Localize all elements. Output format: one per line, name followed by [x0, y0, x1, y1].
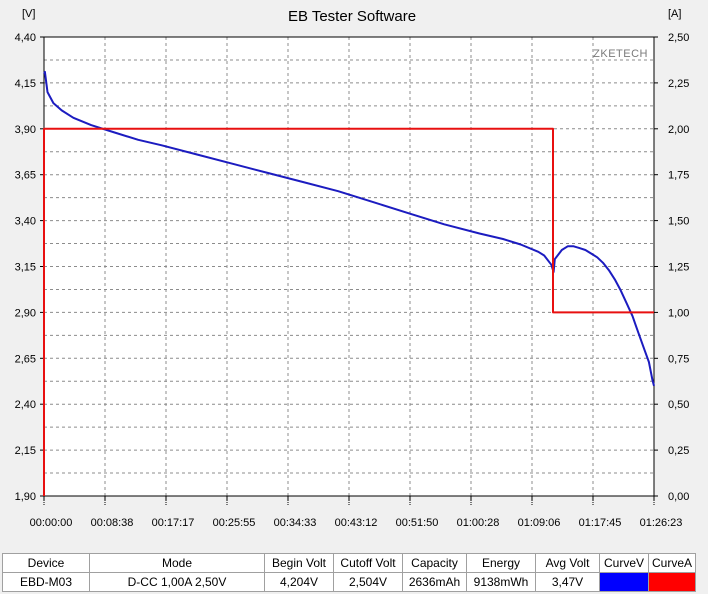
- left-axis-tick-label: 3,15: [15, 262, 36, 274]
- x-axis-tick-label: 00:34:33: [274, 517, 317, 529]
- cell-device: EBD-M03: [2, 572, 90, 592]
- x-axis-tick-label: 00:00:00: [30, 517, 73, 529]
- voltage-series-line: [43, 70, 655, 387]
- left-axis-tick-label: 2,90: [15, 307, 36, 319]
- x-axis-tick-label: 00:08:38: [91, 517, 134, 529]
- header-device: Device: [2, 553, 90, 573]
- chart-title: EB Tester Software: [288, 8, 416, 25]
- cell-avg-volt: 3,47V: [535, 572, 600, 592]
- cell-mode: D-CC 1,00A 2,50V: [89, 572, 265, 592]
- right-axis-tick-label: 1,50: [668, 216, 689, 228]
- right-axis-tick-label: 1,75: [668, 170, 689, 182]
- summary-data-row[interactable]: EBD-M03 D-CC 1,00A 2,50V 4,204V 2,504V 2…: [2, 572, 697, 592]
- right-axis-tick-label: 1,25: [668, 262, 689, 274]
- x-axis-tick-label: 01:17:45: [579, 517, 622, 529]
- right-axis-tick-label: 2,50: [668, 32, 689, 44]
- left-axis-tick-label: 3,90: [15, 124, 36, 136]
- cell-capacity: 2636mAh: [402, 572, 467, 592]
- right-axis-tick-label: 0,75: [668, 353, 689, 365]
- cell-energy: 9138mWh: [466, 572, 536, 592]
- left-axis-unit: [V]: [22, 8, 35, 20]
- right-axis-tick-label: 1,00: [668, 307, 689, 319]
- left-axis-tick-label: 4,40: [15, 32, 36, 44]
- curve-v-color-swatch[interactable]: [600, 573, 648, 591]
- right-axis-tick-label: 2,00: [668, 124, 689, 136]
- left-axis-tick-label: 2,65: [15, 353, 36, 365]
- cell-curve-a[interactable]: [647, 572, 697, 592]
- left-axis-tick-label: 2,40: [15, 399, 36, 411]
- x-axis-tick-label: 01:00:28: [457, 517, 500, 529]
- current-series-line: [43, 127, 654, 496]
- right-axis-tick-label: 0,00: [668, 491, 689, 503]
- right-axis-unit: [A]: [668, 8, 681, 20]
- header-begin-volt: Begin Volt: [264, 553, 334, 573]
- watermark-text: ZKETECH: [593, 48, 648, 60]
- summary-table: Device Mode Begin Volt Cutoff Volt Capac…: [2, 553, 697, 592]
- x-axis-tick-label: 00:51:50: [396, 517, 439, 529]
- header-mode: Mode: [89, 553, 265, 573]
- right-axis-tick-label: 2,25: [668, 78, 689, 90]
- right-axis-tick-label: 0,50: [668, 399, 689, 411]
- x-axis-tick-label: 01:26:23: [640, 517, 683, 529]
- header-capacity: Capacity: [402, 553, 467, 573]
- left-axis-tick-label: 2,15: [15, 445, 36, 457]
- chart: EB Tester Software [V] [A] 4,40 4,15 3,90 3…: [15, 8, 690, 529]
- cell-begin-volt: 4,204V: [264, 572, 334, 592]
- header-curve-v: CurveV: [599, 553, 649, 573]
- header-curve-a: CurveA: [647, 553, 697, 573]
- curve-a-color-swatch[interactable]: [649, 573, 695, 591]
- x-axis-tick-label: 00:17:17: [152, 517, 195, 529]
- summary-header-row: Device Mode Begin Volt Cutoff Volt Capac…: [2, 553, 697, 573]
- left-axis-tick-label: 3,65: [15, 170, 36, 182]
- left-axis-tick-label: 1,90: [15, 491, 36, 503]
- x-axis-tick-label: 01:09:06: [518, 517, 561, 529]
- left-axis-tick-label: 4,15: [15, 78, 36, 90]
- cell-cutoff-volt: 2,504V: [333, 572, 403, 592]
- header-energy: Energy: [466, 553, 536, 573]
- right-axis-tick-label: 0,25: [668, 445, 689, 457]
- header-avg-volt: Avg Volt: [535, 553, 600, 573]
- x-axis-tick-label: 00:25:55: [213, 517, 256, 529]
- left-axis-tick-label: 3,40: [15, 216, 36, 228]
- header-cutoff-volt: Cutoff Volt: [333, 553, 403, 573]
- cell-curve-v[interactable]: [599, 572, 649, 592]
- x-axis-tick-label: 00:43:12: [335, 517, 378, 529]
